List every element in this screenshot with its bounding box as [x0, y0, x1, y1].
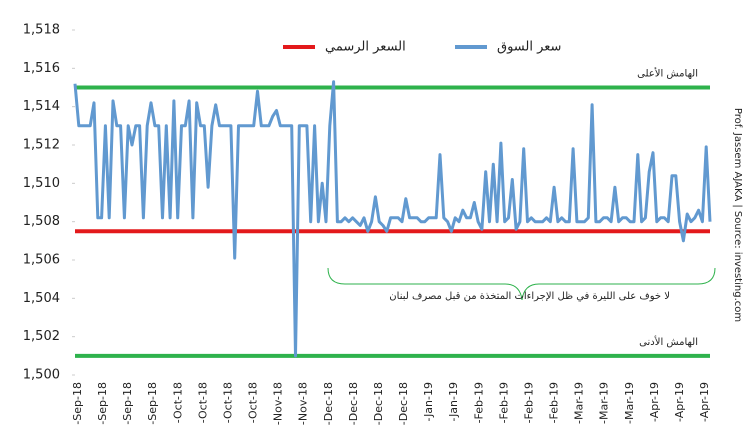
x-tick-label: -Mar-19 [598, 382, 611, 424]
reference-label: الهامش الأعلى [637, 67, 698, 80]
x-tick-label: -Sep-18 [121, 382, 134, 425]
x-tick-label: -Mar-19 [623, 382, 636, 424]
x-tick-label: -Apr-19 [673, 382, 686, 422]
x-tick-label: -Dec-18 [347, 382, 360, 425]
x-tick-label: -Mar-19 [573, 382, 586, 424]
x-tick-label: -Dec-18 [397, 382, 410, 425]
x-tick-label: -Dec-18 [322, 382, 335, 425]
x-tick-label: -Sep-18 [71, 382, 84, 425]
y-tick-label: 1,516 [23, 61, 60, 76]
y-tick-label: 1,500 [23, 368, 60, 383]
y-tick-label: 1,506 [23, 253, 60, 268]
x-tick-label: -Feb-19 [522, 382, 535, 423]
y-tick-label: 1,510 [23, 176, 60, 191]
x-tick-label: -Apr-19 [698, 382, 711, 422]
x-tick-label: -Apr-19 [648, 382, 661, 422]
brace [327, 267, 716, 301]
legend-label: سعر السوق [497, 40, 561, 55]
y-tick-label: 1,508 [23, 214, 60, 229]
y-tick-label: 1,514 [23, 99, 60, 114]
x-tick-label: -Jan-19 [447, 382, 460, 422]
x-tick-label: -Oct-18 [247, 382, 260, 423]
legend-label: السعر الرسمي [325, 40, 406, 55]
x-tick-label: -Jan-19 [422, 382, 435, 422]
y-tick-label: 1,502 [23, 329, 60, 344]
y-tick-label: 1,518 [23, 23, 60, 38]
series-line [73, 80, 712, 358]
x-tick-label: -Nov-18 [297, 382, 310, 425]
x-tick-label: -Feb-19 [472, 382, 485, 423]
x-tick-label: -Nov-18 [272, 382, 285, 425]
x-tick-label: -Oct-18 [196, 382, 209, 423]
reference-label: الهامش الأدنى [639, 335, 698, 348]
y-tick-label: 1,512 [23, 138, 60, 153]
x-tick-label: -Sep-18 [96, 382, 109, 425]
x-tick-label: -Sep-18 [146, 382, 159, 425]
annotation: لا خوف على الليرة في ظل الإجراءات المتخذ… [389, 291, 670, 302]
x-tick-label: -Dec-18 [372, 382, 385, 425]
source: Prof. Jassem AJAKA | Source: investing.c… [732, 108, 743, 322]
x-tick-label: -Oct-18 [221, 382, 234, 423]
x-tick-label: -Feb-19 [497, 382, 510, 423]
y-tick-label: 1,504 [23, 291, 60, 306]
x-tick-label: -Oct-18 [171, 382, 184, 423]
x-tick-label: -Feb-19 [548, 382, 561, 423]
